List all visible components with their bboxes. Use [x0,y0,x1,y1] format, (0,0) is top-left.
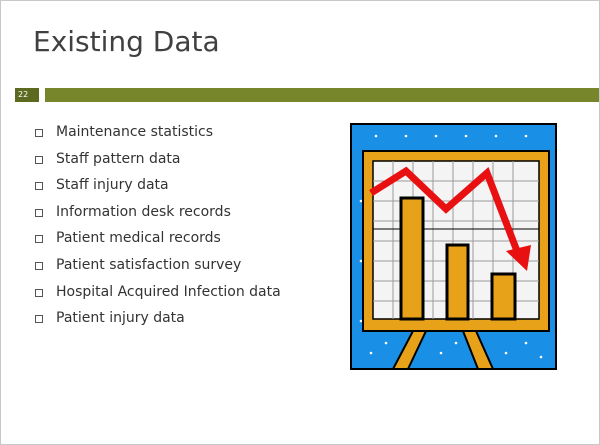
chart-clipart [1,1,599,444]
slide: Existing Data 22 Maintenance statisticsS… [0,0,600,445]
